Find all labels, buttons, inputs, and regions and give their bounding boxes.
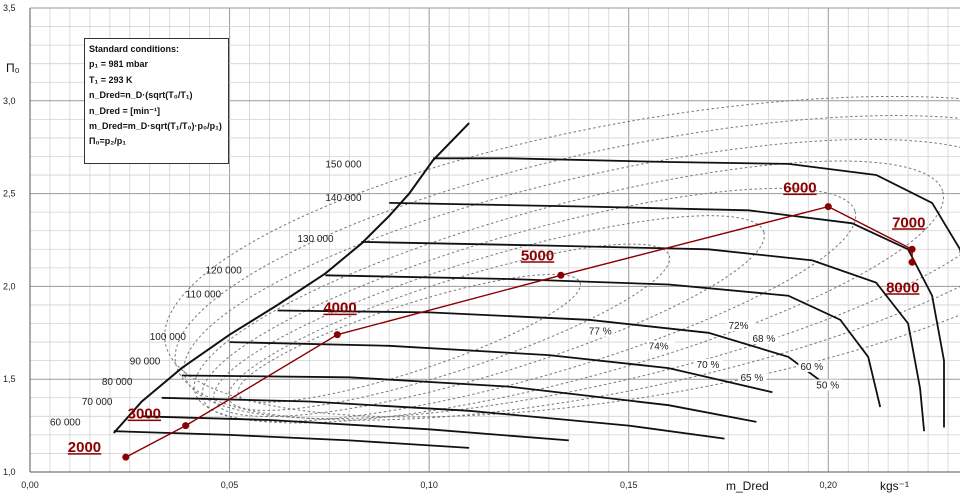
speed-line bbox=[277, 309, 829, 388]
engine-point bbox=[333, 331, 341, 339]
efficiency-label: 60 % bbox=[800, 362, 823, 373]
x-tick-label: 0,20 bbox=[820, 480, 838, 490]
speed-line-label: 110 000 bbox=[186, 290, 222, 301]
speed-line bbox=[361, 241, 925, 432]
speed-line-label: 90 000 bbox=[130, 356, 161, 367]
speed-line-label: 100 000 bbox=[150, 332, 187, 343]
engine-rpm-label: 8000 bbox=[886, 279, 919, 296]
engine-point bbox=[182, 422, 190, 430]
efficiency-label: 70 % bbox=[697, 360, 720, 371]
efficiency-label: 65 % bbox=[740, 373, 763, 384]
standard-conditions-line: n_Dred = [min⁻¹] bbox=[89, 105, 161, 116]
x-tick-label: 0,10 bbox=[420, 480, 438, 490]
efficiency-label-bg bbox=[750, 333, 779, 345]
y-axis-label: Π₀ bbox=[6, 61, 20, 75]
efficiency-contour bbox=[164, 95, 960, 418]
engine-rpm-label: 5000 bbox=[521, 247, 554, 264]
axes bbox=[29, 8, 960, 473]
y-tick-label: 1,0 bbox=[3, 467, 16, 477]
efficiency-contour bbox=[193, 160, 944, 424]
surge-line bbox=[113, 122, 470, 434]
standard-conditions-line: n_Dred=n_D·(sqrt(T₀/T₁) bbox=[89, 90, 193, 101]
engine-point bbox=[557, 271, 565, 279]
engine-rpm-label: 2000 bbox=[68, 439, 101, 456]
engine-point bbox=[908, 245, 916, 253]
y-tick-label: 3,5 bbox=[3, 3, 16, 13]
x-tick-label: 0,05 bbox=[221, 480, 239, 490]
speed-line-label: 80 000 bbox=[102, 377, 133, 388]
speed-line bbox=[181, 374, 757, 423]
engine-rpm-label: 6000 bbox=[783, 180, 816, 197]
engine-rpm-label: 3000 bbox=[128, 406, 161, 423]
speed-line bbox=[325, 274, 882, 408]
efficiency-label-bg bbox=[738, 372, 767, 384]
engine-point bbox=[824, 203, 832, 211]
speed-line bbox=[389, 202, 945, 428]
efficiency-label-bg bbox=[586, 325, 615, 337]
speed-line-label: 120 000 bbox=[206, 265, 243, 276]
speed-line-label: 70 000 bbox=[82, 397, 113, 408]
speed-line bbox=[161, 396, 725, 440]
x-tick-labels: 0,00 0,05 0,10 0,15 0,20 bbox=[21, 480, 837, 490]
efficiency-label: 77 % bbox=[589, 327, 612, 338]
speed-lines bbox=[113, 157, 960, 449]
engine-rpm-label: 7000 bbox=[892, 214, 925, 231]
x-axis-unit: kgs⁻¹ bbox=[880, 479, 909, 493]
engine-rpm-label: 4000 bbox=[323, 300, 356, 317]
speed-line bbox=[229, 341, 773, 394]
y-tick-label: 1,5 bbox=[3, 374, 16, 384]
y-tick-label: 2,0 bbox=[3, 281, 16, 291]
speed-line-label: 140 000 bbox=[325, 193, 362, 204]
speed-line-label: 60 000 bbox=[50, 418, 81, 429]
standard-conditions-line: T₁ = 293 K bbox=[89, 74, 133, 85]
efficiency-contour bbox=[227, 243, 671, 411]
engine-point bbox=[908, 258, 916, 266]
engine-operating-line: 2000 3000 4000 5000 6000 7000 8000 bbox=[68, 180, 925, 461]
x-axis-label: m_Dred bbox=[726, 479, 769, 493]
engine-point bbox=[122, 453, 130, 461]
efficiency-contour bbox=[183, 138, 960, 420]
y-tick-label: 2,5 bbox=[3, 189, 16, 199]
surge-line-path bbox=[113, 122, 470, 434]
efficiency-label: 72% bbox=[728, 321, 748, 332]
speed-line-label: 130 000 bbox=[297, 234, 334, 245]
efficiency-contour bbox=[213, 215, 765, 418]
efficiency-label-bg bbox=[798, 360, 827, 372]
efficiency-labels: 77 % 74% 72% 70 % 68 % 65 % 60 % 50 % bbox=[586, 320, 843, 391]
efficiency-label-bg bbox=[646, 340, 675, 352]
efficiency-label-bg bbox=[814, 379, 843, 391]
speed-line bbox=[433, 157, 960, 255]
efficiency-label-bg bbox=[694, 359, 723, 371]
efficiency-label-bg bbox=[726, 320, 755, 332]
speed-line-label: 150 000 bbox=[325, 160, 362, 171]
standard-conditions-line: Π₀=p₂/p₁ bbox=[89, 136, 127, 147]
efficiency-contour bbox=[174, 115, 960, 421]
standard-conditions-line: m_Dred=m_D·sqrt(T₁/T₀)·p₀/p₁) bbox=[89, 121, 222, 132]
speed-line bbox=[141, 415, 569, 442]
standard-conditions-box: Standard conditions: p₁ = 981 mbar T₁ = … bbox=[84, 38, 229, 164]
x-tick-label: 0,00 bbox=[21, 480, 39, 490]
efficiency-label: 68 % bbox=[752, 334, 775, 345]
efficiency-label: 50 % bbox=[816, 380, 839, 391]
efficiency-islands bbox=[164, 95, 960, 424]
y-tick-label: 3,0 bbox=[3, 96, 16, 106]
x-tick-label: 0,15 bbox=[620, 480, 638, 490]
y-tick-labels: 1,0 1,5 2,0 2,5 3,0 3,5 bbox=[3, 3, 16, 477]
standard-conditions-line: Standard conditions: bbox=[89, 44, 179, 54]
efficiency-label: 74% bbox=[649, 342, 669, 353]
standard-conditions-line: p₁ = 981 mbar bbox=[89, 59, 149, 70]
